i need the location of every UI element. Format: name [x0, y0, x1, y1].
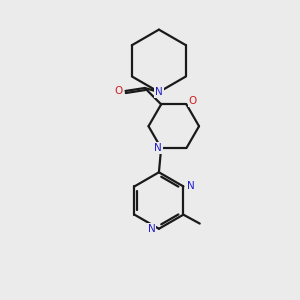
- Text: N: N: [148, 224, 155, 234]
- Text: N: N: [187, 182, 195, 191]
- Text: O: O: [189, 96, 197, 106]
- Text: N: N: [155, 87, 163, 97]
- Text: O: O: [114, 86, 122, 96]
- Text: N: N: [154, 143, 162, 153]
